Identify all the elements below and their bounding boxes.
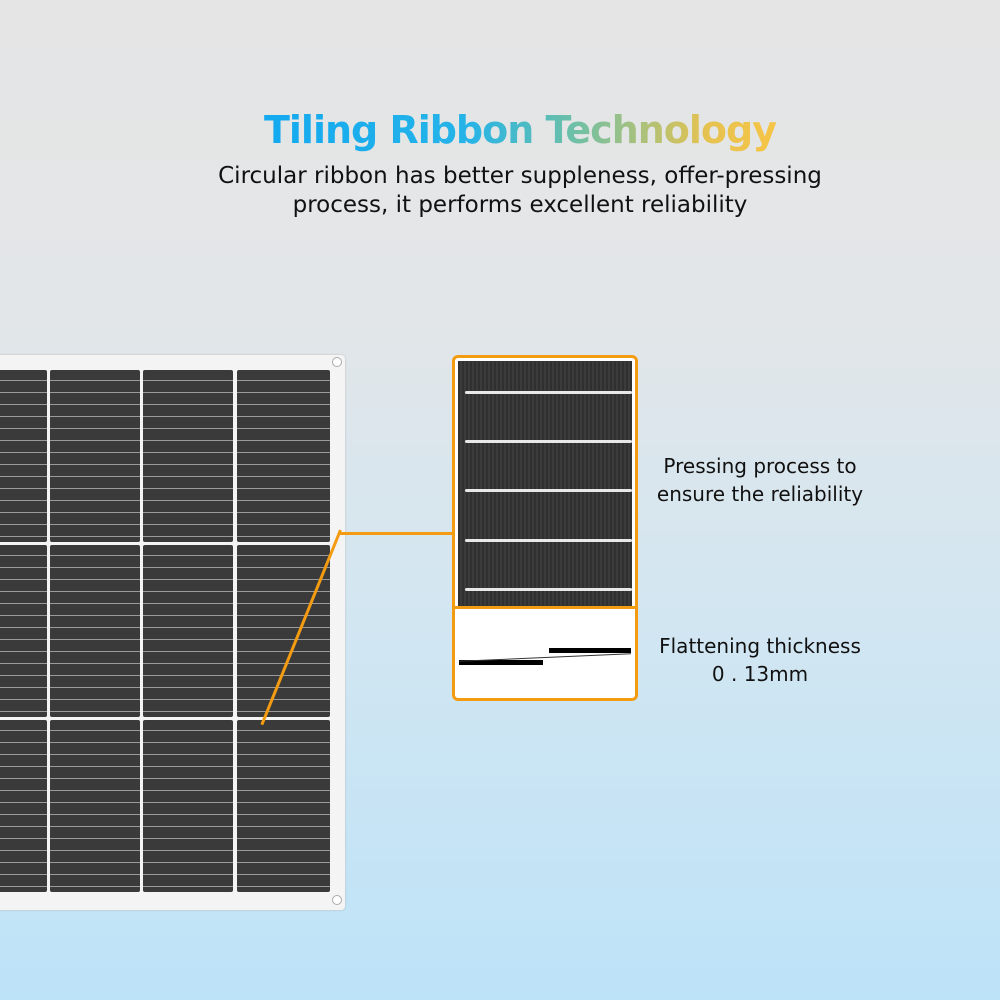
solar-cell bbox=[50, 720, 140, 892]
ribbon bbox=[465, 440, 632, 443]
solar-cell bbox=[50, 370, 140, 542]
thickness-label-line-2: 0 . 13mm bbox=[711, 662, 809, 686]
ribbon-upper bbox=[549, 648, 631, 653]
solar-cell bbox=[143, 720, 233, 892]
callout-line-horizontal bbox=[340, 532, 453, 535]
page-subtitle: Circular ribbon has better suppleness, o… bbox=[0, 162, 1000, 220]
mounting-hole bbox=[332, 895, 342, 905]
solar-cell bbox=[143, 370, 233, 542]
cell-closeup-image bbox=[458, 361, 632, 606]
pressing-label: Pressing process to ensure the reliabili… bbox=[640, 452, 880, 508]
solar-cell bbox=[0, 720, 47, 892]
solar-cell bbox=[0, 545, 47, 717]
ribbon bbox=[465, 391, 632, 394]
ribbon bbox=[465, 588, 632, 591]
solar-cell bbox=[237, 370, 330, 542]
solar-cell bbox=[0, 370, 47, 542]
solar-cell bbox=[237, 720, 330, 892]
subtitle-line-2: process, it performs excellent reliabili… bbox=[292, 192, 748, 218]
ribbon-closeup-box bbox=[452, 355, 638, 701]
ribbon bbox=[465, 539, 632, 542]
thickness-label: Flattening thickness 0 . 13mm bbox=[640, 632, 880, 688]
thickness-label-line-1: Flattening thickness bbox=[659, 634, 861, 658]
pressing-label-line-2: ensure the reliability bbox=[656, 482, 864, 506]
solar-cell bbox=[50, 545, 140, 717]
solar-cell bbox=[143, 545, 233, 717]
page-title: Tiling Ribbon Technology bbox=[0, 108, 1000, 152]
solar-cell bbox=[237, 545, 330, 717]
pressing-label-line-1: Pressing process to bbox=[663, 454, 857, 478]
subtitle-line-1: Circular ribbon has better suppleness, o… bbox=[218, 163, 822, 189]
ribbon-lower bbox=[459, 660, 543, 665]
ribbon-link bbox=[459, 653, 631, 662]
solar-panel-image bbox=[0, 355, 345, 910]
box-divider bbox=[455, 606, 635, 609]
ribbon bbox=[465, 489, 632, 492]
mounting-hole bbox=[332, 357, 342, 367]
